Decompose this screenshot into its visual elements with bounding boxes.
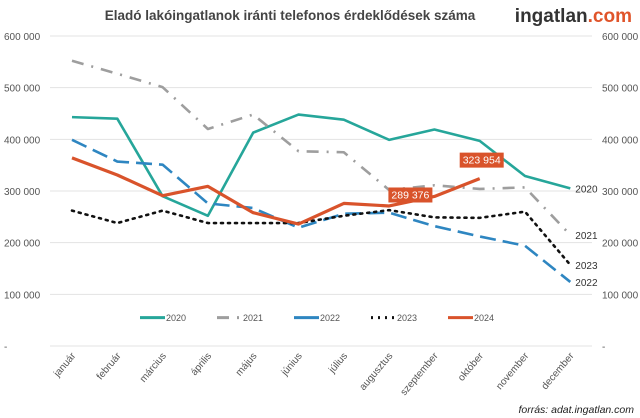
legend-label: 2020 xyxy=(166,313,186,323)
data-label: 289 376 xyxy=(391,189,429,201)
y-tick-label-left: - xyxy=(4,342,7,353)
y-tick-label-right: 400 000 xyxy=(602,135,639,146)
x-tick-label: augusztus xyxy=(358,351,396,393)
y-tick-label-right: 300 000 xyxy=(602,187,639,198)
x-tick-label: június xyxy=(279,351,305,379)
series-end-label: 2022 xyxy=(575,278,598,289)
y-tick-label-left: 200 000 xyxy=(4,239,41,250)
x-tick-label: november xyxy=(494,350,531,392)
y-tick-label-right: 600 000 xyxy=(602,32,639,43)
x-tick-label: október xyxy=(456,350,486,383)
series-end-label: 2021 xyxy=(575,231,598,242)
x-tick-label: április xyxy=(189,351,214,378)
y-tick-label-left: 500 000 xyxy=(4,84,41,95)
y-tick-label-right: - xyxy=(602,342,605,353)
y-tick-label-left: 400 000 xyxy=(4,135,41,146)
series-end-label: 2020 xyxy=(575,184,598,195)
x-tick-label: március xyxy=(138,351,169,385)
series-line-2022 xyxy=(71,138,572,283)
chart-title: Eladó lakóingatlanok iránti telefonos ér… xyxy=(104,8,476,23)
logo-suffix: .com xyxy=(587,6,632,27)
logo: ingatlan.com xyxy=(515,6,632,28)
y-tick-label-left: 600 000 xyxy=(4,32,41,43)
legend-label: 2024 xyxy=(474,313,494,323)
x-tick-label: szeptember xyxy=(399,350,441,398)
source-note: forrás: adat.ingatlan.com xyxy=(518,404,634,417)
y-tick-label-right: 200 000 xyxy=(602,239,639,250)
data-label-box xyxy=(459,152,504,168)
series-end-label: 2023 xyxy=(575,261,598,272)
data-label: 323 954 xyxy=(463,155,501,167)
series-line-2023 xyxy=(70,208,572,267)
x-tick-label: január xyxy=(51,350,78,380)
series-line-2020 xyxy=(71,113,571,218)
y-tick-label-right: 100 000 xyxy=(602,290,639,301)
logo-text: ingatlan xyxy=(514,6,588,27)
series-line-2021 xyxy=(71,59,572,236)
legend-label: 2023 xyxy=(397,313,417,323)
x-tick-label: május xyxy=(234,351,260,379)
x-tick-label: július xyxy=(326,351,350,376)
x-tick-label: február xyxy=(95,350,124,382)
y-tick-label-left: 300 000 xyxy=(4,187,41,198)
legend-label: 2021 xyxy=(243,313,263,323)
y-tick-label-right: 500 000 xyxy=(602,84,639,95)
x-tick-label: december xyxy=(540,350,577,392)
legend-label: 2022 xyxy=(320,313,340,323)
data-label-box xyxy=(388,187,433,203)
y-tick-label-left: 100 000 xyxy=(4,290,41,301)
